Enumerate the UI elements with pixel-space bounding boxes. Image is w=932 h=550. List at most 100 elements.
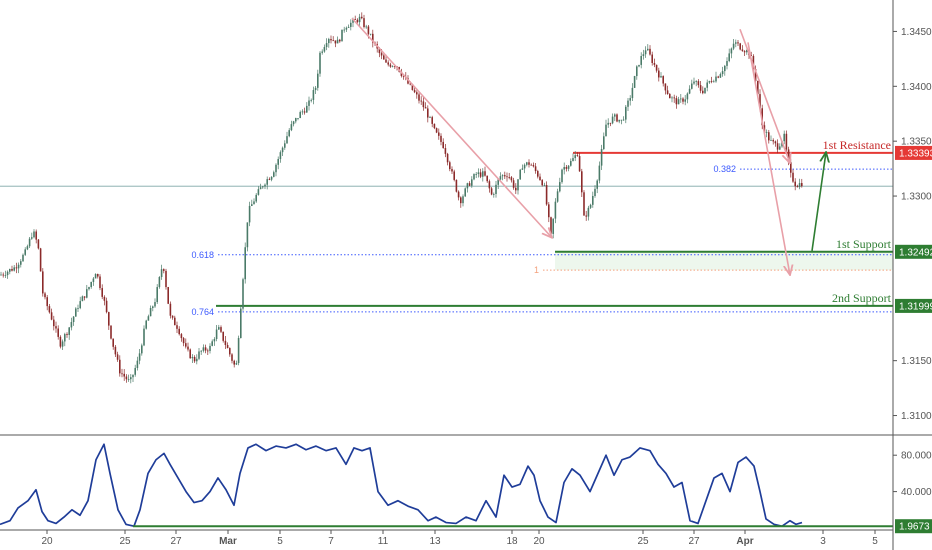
candle-body	[160, 269, 163, 278]
candle-body	[735, 42, 737, 44]
price-tag-bg	[895, 244, 932, 259]
fib-label-0.618: 0.618	[191, 250, 214, 260]
candle-body	[457, 191, 460, 198]
candle-body	[0, 274, 2, 276]
candle-body	[530, 164, 532, 166]
candle-body	[242, 279, 244, 309]
candle-body	[37, 239, 40, 249]
x-tick-label: 27	[170, 536, 182, 547]
candle-body	[750, 55, 752, 57]
candle-body	[207, 350, 209, 352]
candle-body	[486, 175, 488, 182]
candle-body	[611, 116, 614, 124]
candle-body	[743, 51, 746, 53]
candle-body	[754, 69, 757, 82]
candle-body	[614, 114, 616, 117]
price-tag-bg	[895, 298, 932, 313]
candle-body	[90, 281, 92, 288]
candle-body	[774, 141, 777, 144]
x-tick-label: 11	[378, 536, 389, 547]
candle-body	[130, 377, 132, 380]
candle-body	[39, 248, 42, 272]
candle-body	[68, 327, 70, 335]
candle-body	[616, 114, 618, 122]
candle-body	[717, 76, 719, 78]
candle-body	[737, 42, 739, 44]
candle-body	[453, 171, 455, 180]
candle-body	[244, 247, 246, 280]
x-tick-label: 20	[41, 536, 53, 547]
candle-body	[537, 171, 539, 177]
candle-body	[64, 334, 66, 342]
candle-body	[2, 274, 4, 276]
candle-body	[543, 184, 546, 186]
candle-body	[123, 373, 125, 377]
candle-body	[259, 187, 262, 190]
candle-body	[438, 132, 440, 136]
candle-body	[792, 172, 794, 182]
candle-body	[224, 340, 227, 345]
candle-body	[240, 308, 242, 339]
candle-body	[677, 99, 680, 105]
candle-body	[620, 119, 623, 121]
fib-label-1: 1	[534, 265, 539, 275]
candle-body	[350, 22, 352, 27]
candle-body	[163, 269, 165, 271]
candle-body	[222, 331, 224, 341]
candle-body	[165, 270, 167, 288]
candle-body	[204, 347, 207, 351]
candle-body	[33, 231, 35, 238]
x-tick-label: 3	[820, 536, 826, 547]
candle-body	[752, 56, 755, 70]
candle-body	[394, 66, 396, 67]
candle-body	[548, 204, 550, 218]
candle-body	[308, 100, 310, 106]
candle-body	[627, 100, 629, 107]
price-tag-label: 1.32492	[899, 247, 932, 258]
candle-body	[409, 83, 411, 85]
candle-body	[776, 143, 779, 150]
candle-body	[759, 94, 761, 109]
candle-body	[266, 179, 268, 185]
candle-body	[570, 161, 572, 166]
candle-body	[127, 379, 130, 380]
candle-body	[193, 356, 196, 362]
candle-body	[554, 201, 557, 219]
candle-body	[765, 132, 768, 134]
candle-body	[647, 48, 649, 51]
candle-body	[482, 171, 484, 177]
x-tick-label: 18	[506, 536, 518, 547]
fib-label-0.764: 0.764	[191, 307, 214, 317]
candle-body	[732, 43, 735, 49]
candle-body	[306, 105, 308, 113]
candle-body	[484, 171, 486, 176]
candle-body	[297, 118, 299, 119]
candle-body	[490, 188, 493, 195]
candle-body	[444, 148, 447, 154]
candle-body	[17, 264, 20, 269]
candle-body	[143, 328, 145, 346]
candle-body	[629, 98, 631, 101]
candle-body	[154, 302, 156, 307]
candle-body	[655, 64, 658, 71]
candle-body	[719, 74, 722, 78]
candle-body	[288, 130, 290, 137]
candle-body	[134, 367, 136, 375]
candle-body	[277, 159, 279, 165]
candle-body	[596, 180, 598, 189]
candle-body	[600, 149, 603, 166]
candle-body	[510, 177, 513, 181]
candle-body	[567, 165, 570, 169]
candle-body	[561, 169, 563, 183]
candle-body	[59, 336, 62, 347]
candle-body	[473, 174, 475, 180]
candle-body	[53, 319, 55, 327]
candle-body	[739, 43, 741, 50]
candle-body	[86, 289, 88, 298]
candle-body	[673, 97, 675, 99]
candle-body	[378, 48, 381, 54]
candle-body	[589, 204, 592, 208]
candle-body	[169, 303, 172, 316]
candle-body	[528, 162, 530, 165]
